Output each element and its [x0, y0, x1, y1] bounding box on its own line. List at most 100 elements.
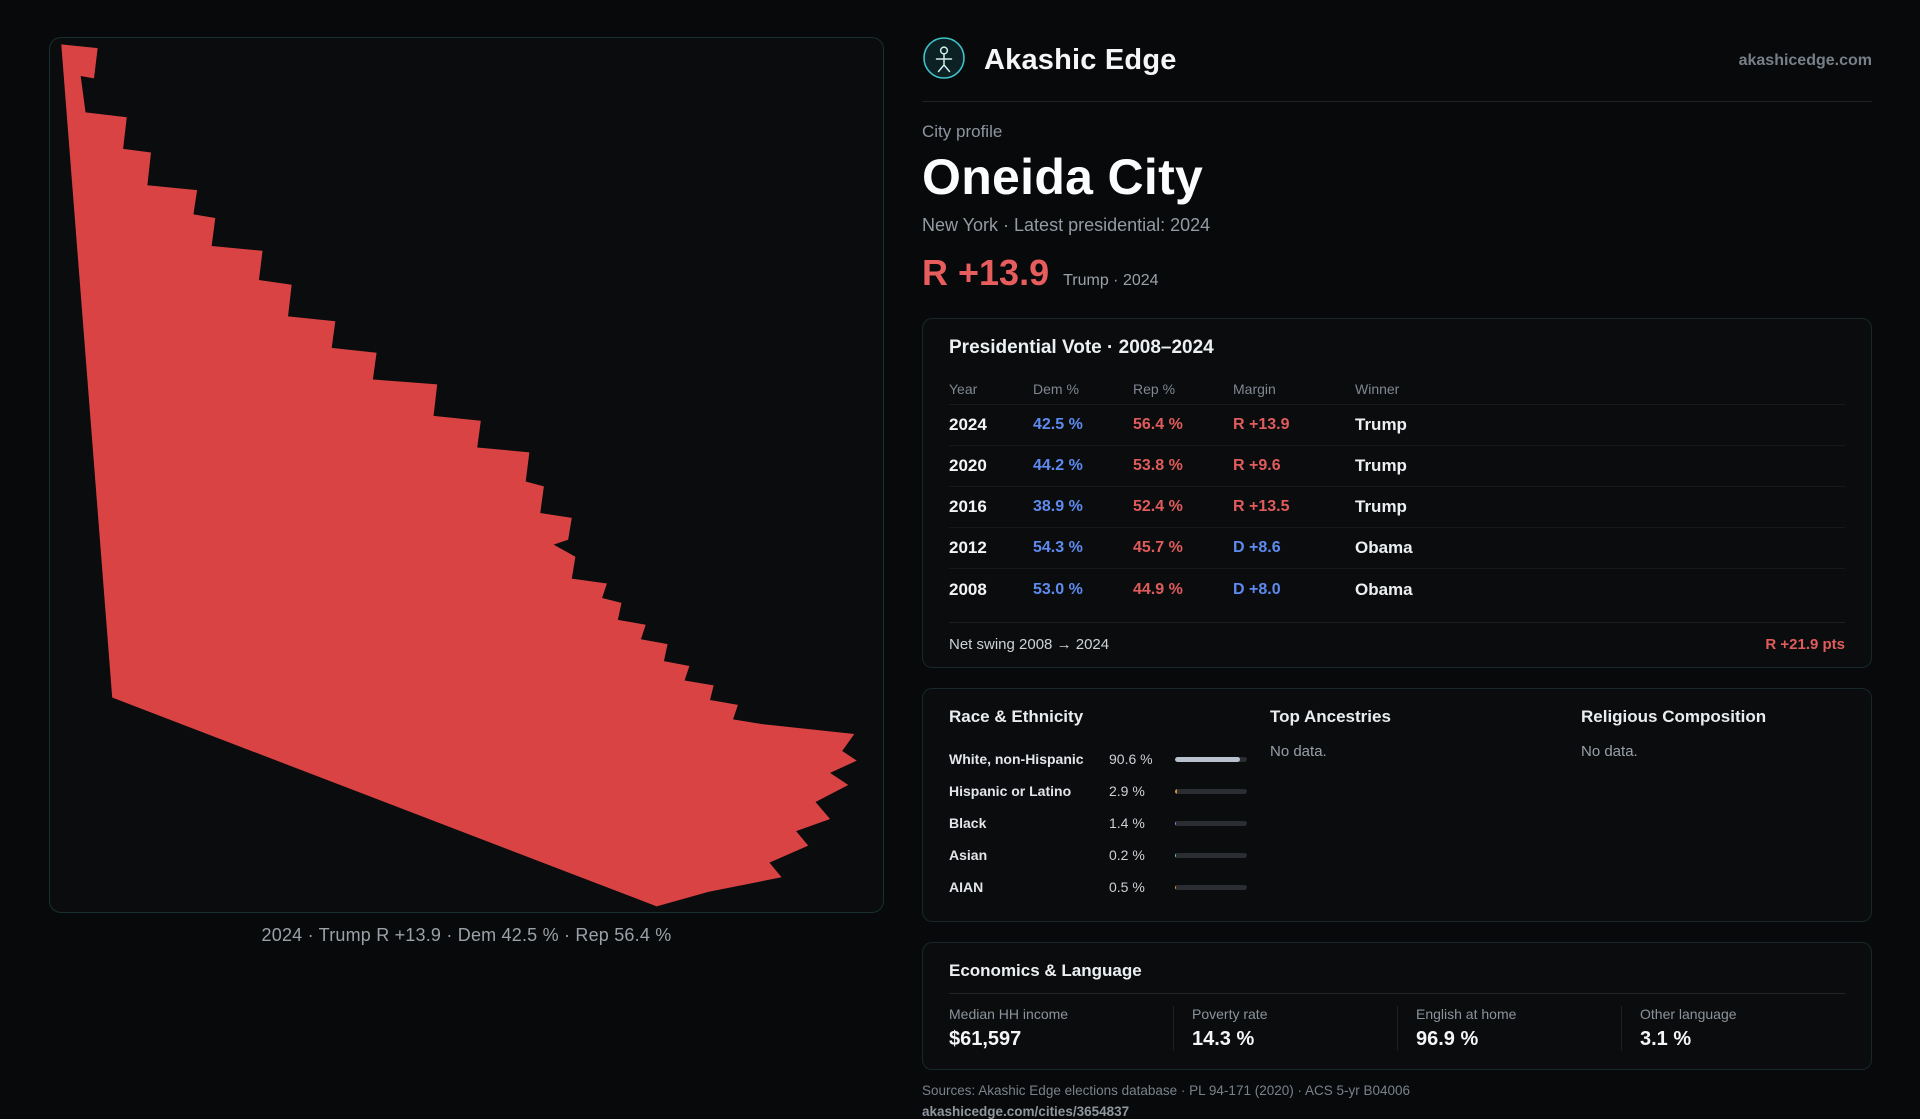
col-year: Year: [949, 380, 978, 397]
margin-cell: D +8.0: [1233, 580, 1281, 598]
col-rep: Rep %: [1133, 380, 1176, 397]
map-caption: 2024 · Trump R +13.9 · Dem 42.5 % · Rep …: [261, 925, 672, 945]
stat-value: 14.3 %: [1192, 1028, 1255, 1050]
rep-cell: 56.4 %: [1133, 416, 1183, 433]
winner-cell: Trump: [1355, 497, 1407, 516]
rep-cell: 45.7 %: [1133, 539, 1183, 556]
city-map-panel: [49, 37, 884, 913]
race-bar: [1175, 756, 1247, 762]
race-value: 2.9 %: [1109, 783, 1145, 799]
stat-label: Poverty rate: [1192, 1006, 1268, 1022]
race-label: Black: [949, 815, 987, 831]
stat-poverty-rate: Poverty rate 14.3 %: [1173, 1006, 1397, 1051]
vote-table-header: Year Dem % Rep % Margin Winner: [949, 373, 1845, 405]
ancestries-section: Top Ancestries No data.: [1270, 707, 1581, 903]
rep-cell: 53.8 %: [1133, 457, 1183, 474]
header: Akashic Edge akashicedge.com: [922, 28, 1872, 102]
headline-margin-block: R +13.9 Trump · 2024: [922, 252, 1872, 294]
stat-value: 96.9 %: [1416, 1028, 1479, 1050]
ancestries-title: Top Ancestries: [1270, 707, 1391, 726]
profile-panel: Akashic Edge akashicedge.com City profil…: [922, 28, 1872, 1119]
race-label: AIAN: [949, 879, 984, 895]
religion-title: Religious Composition: [1581, 707, 1767, 726]
winner-cell: Obama: [1355, 538, 1413, 557]
divider: [949, 993, 1845, 994]
stat-other-language: Other language 3.1 %: [1621, 1006, 1845, 1051]
stat-value: $61,597: [949, 1028, 1022, 1050]
col-margin: Margin: [1233, 380, 1276, 397]
headline-context: Trump · 2024: [1063, 272, 1159, 289]
race-bar: [1175, 788, 1247, 794]
race-value: 1.4 %: [1109, 815, 1145, 831]
margin-cell: D +8.6: [1233, 539, 1281, 556]
religion-empty: No data.: [1581, 743, 1638, 760]
race-title: Race & Ethnicity: [949, 707, 1084, 726]
race-bar: [1175, 884, 1247, 890]
race-value: 90.6 %: [1109, 751, 1153, 767]
city-shape: [61, 44, 857, 907]
year-cell: 2020: [949, 456, 987, 475]
winner-cell: Trump: [1355, 456, 1407, 475]
net-swing-value: R +21.9 pts: [1765, 636, 1845, 653]
race-row: Hispanic or Latino 2.9 %: [949, 775, 1270, 807]
race-row: Black 1.4 %: [949, 807, 1270, 839]
winner-cell: Obama: [1355, 579, 1413, 599]
vote-row: 2020 44.2 % 53.8 % R +9.6 Trump: [949, 446, 1845, 487]
race-value: 0.2 %: [1109, 847, 1145, 863]
page-title: Oneida City: [922, 149, 1204, 205]
dem-cell: 53.0 %: [1033, 580, 1083, 598]
net-swing-label: Net swing 2008 → 2024: [949, 636, 1110, 653]
col-dem: Dem %: [1033, 380, 1079, 397]
vote-card-title: Presidential Vote · 2008–2024: [949, 337, 1214, 358]
stat-value: 3.1 %: [1640, 1028, 1692, 1050]
vote-row: 2024 42.5 % 56.4 % R +13.9 Trump: [949, 405, 1845, 446]
race-bar: [1175, 852, 1247, 858]
race-ethnicity-section: Race & Ethnicity White, non-Hispanic 90.…: [949, 707, 1270, 903]
site-link[interactable]: akashicedge.com: [1738, 51, 1872, 69]
page-subtitle: New York · Latest presidential: 2024: [922, 215, 1211, 235]
eyebrow-label: City profile: [922, 122, 1003, 141]
race-row: White, non-Hispanic 90.6 %: [949, 743, 1270, 775]
margin-cell: R +9.6: [1233, 457, 1281, 474]
margin-cell: R +13.9: [1233, 416, 1290, 433]
col-winner: Winner: [1355, 380, 1400, 397]
stat-label: Median HH income: [949, 1006, 1069, 1022]
year-cell: 2024: [949, 415, 987, 434]
economics-title: Economics & Language: [949, 961, 1142, 980]
race-label: White, non-Hispanic: [949, 751, 1084, 767]
headline-margin: R +13.9: [922, 252, 1050, 293]
economics-card: Economics & Language Median HH income $6…: [922, 942, 1872, 1070]
stat-label: Other language: [1640, 1006, 1737, 1022]
stat-english-at-home: English at home 96.9 %: [1397, 1006, 1621, 1051]
sources-text: Sources: Akashic Edge elections database…: [922, 1083, 1411, 1098]
race-row: AIAN 0.5 %: [949, 871, 1270, 903]
ancestries-empty: No data.: [1270, 743, 1327, 760]
year-cell: 2016: [949, 497, 987, 516]
rep-cell: 52.4 %: [1133, 498, 1183, 515]
year-cell: 2012: [949, 538, 987, 557]
margin-cell: R +13.5: [1233, 498, 1290, 515]
net-swing-row: Net swing 2008 → 2024 R +21.9 pts: [949, 622, 1845, 653]
winner-cell: Trump: [1355, 415, 1407, 434]
vote-row: 2008 53.0 % 44.9 % D +8.0 Obama: [949, 569, 1845, 610]
religion-section: Religious Composition No data.: [1581, 707, 1845, 903]
vote-row: 2016 38.9 % 52.4 % R +13.5 Trump: [949, 487, 1845, 528]
city-map: [61, 44, 857, 907]
race-row: Asian 0.2 %: [949, 839, 1270, 871]
presidential-vote-card: Presidential Vote · 2008–2024 Year Dem %…: [922, 318, 1872, 668]
rep-cell: 44.9 %: [1133, 580, 1183, 598]
dem-cell: 38.9 %: [1033, 498, 1083, 515]
stat-label: English at home: [1416, 1006, 1517, 1022]
demographics-card: Race & Ethnicity White, non-Hispanic 90.…: [922, 688, 1872, 922]
dem-cell: 42.5 %: [1033, 416, 1083, 433]
stat-median-income: Median HH income $61,597: [949, 1006, 1173, 1051]
brand-title: Akashic Edge: [984, 44, 1177, 76]
permalink-link[interactable]: akashicedge.com/cities/3654837: [922, 1104, 1130, 1119]
year-cell: 2008: [949, 579, 987, 599]
dem-cell: 54.3 %: [1033, 539, 1083, 556]
dem-cell: 44.2 %: [1033, 457, 1083, 474]
race-bar: [1175, 820, 1247, 826]
akashic-edge-logo-icon: [922, 36, 966, 85]
economics-stats: Median HH income $61,597 Poverty rate 14…: [949, 1006, 1845, 1051]
vote-row: 2012 54.3 % 45.7 % D +8.6 Obama: [949, 528, 1845, 569]
